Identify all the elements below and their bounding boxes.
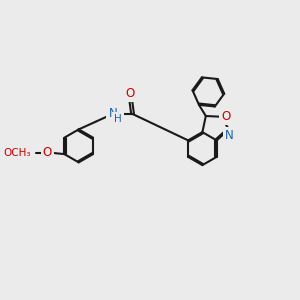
Text: N: N [108,107,117,121]
Text: O: O [43,146,52,159]
Text: OCH₃: OCH₃ [3,148,31,158]
Text: O: O [221,110,230,123]
Text: N: N [225,129,234,142]
Text: O: O [126,87,135,100]
Text: H: H [114,114,122,124]
